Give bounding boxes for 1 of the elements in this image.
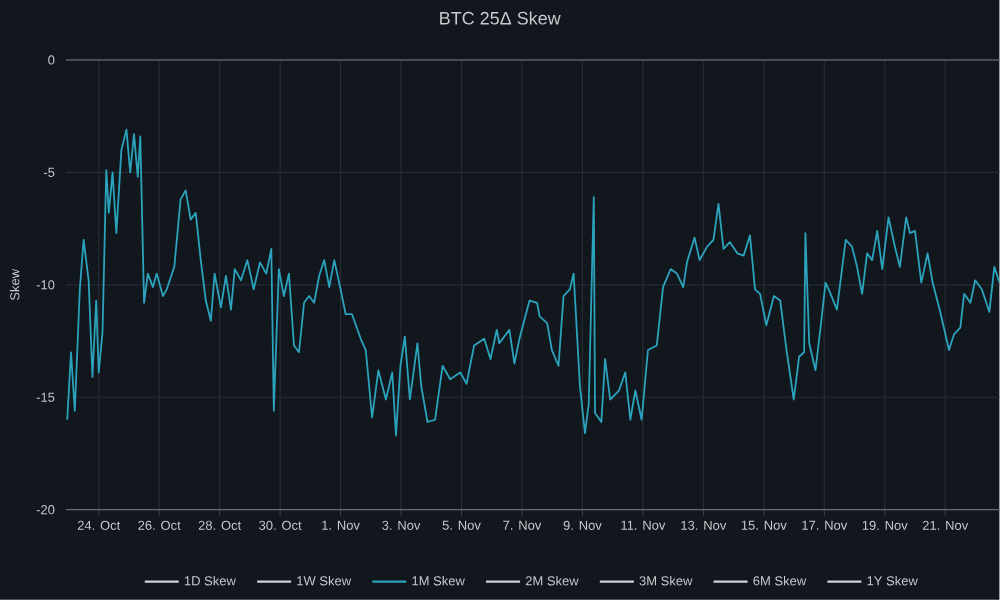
chart-title: BTC 25Δ Skew [440, 11, 561, 25]
